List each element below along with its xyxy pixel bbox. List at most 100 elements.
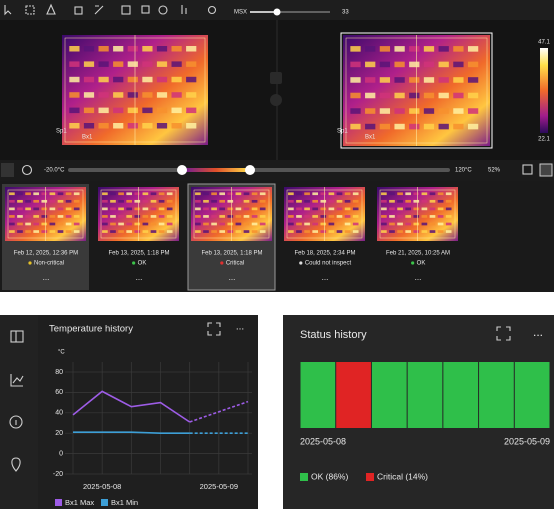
thermal-detail: [17, 207, 23, 211]
legend-swatch: [366, 473, 374, 481]
sidebar: [0, 315, 38, 509]
thermal-detail: [142, 230, 149, 233]
thermal-detail: [453, 77, 464, 83]
thumbnail-menu[interactable]: ...: [136, 273, 143, 282]
thermal-detail: [288, 207, 294, 211]
thermal-detail: [394, 46, 405, 52]
panel-menu[interactable]: ...: [236, 322, 244, 333]
range-track[interactable]: [68, 168, 450, 172]
thumbnail-menu[interactable]: ...: [415, 273, 422, 282]
thermal-detail: [397, 215, 403, 218]
sync-button[interactable]: [270, 72, 282, 84]
thermal-detail: [381, 222, 387, 226]
thumbnail-menu[interactable]: ...: [322, 273, 329, 282]
thermal-detail: [142, 199, 149, 203]
thermal-detail: [57, 207, 64, 211]
spot-label: Sp1: [337, 129, 348, 135]
status-cell: [336, 362, 371, 428]
thermal-detail: [235, 215, 242, 218]
grid-button[interactable]: [539, 163, 553, 177]
scale-max: 47.1: [538, 40, 550, 46]
thermal-detail: [83, 123, 95, 129]
sidebar-icons[interactable]: [9, 330, 24, 472]
thermal-detail: [251, 199, 258, 203]
thermal-detail: [413, 207, 420, 211]
thermal-detail: [235, 199, 242, 203]
status-cell: [443, 362, 479, 428]
thermal-detail: [394, 108, 405, 114]
toolbar-icons[interactable]: [4, 3, 217, 16]
fit-button[interactable]: [522, 164, 533, 175]
thermal-detail: [437, 207, 444, 211]
thumbnail[interactable]: Feb 13, 2025, 1:18 PM Critical...: [187, 183, 276, 291]
thermal-detail: [350, 46, 361, 52]
box-label: Bx1: [365, 135, 376, 141]
thermal-detail: [296, 192, 302, 196]
zoom-level[interactable]: 52%: [488, 168, 501, 174]
range-knob[interactable]: [245, 165, 255, 175]
thermal-detail: [352, 192, 359, 196]
thermal-detail: [328, 207, 335, 211]
thermal-detail: [33, 230, 40, 233]
thermal-detail: [98, 46, 109, 52]
thermal-detail: [102, 199, 108, 203]
thermal-detail: [251, 215, 258, 218]
status-cell: [300, 362, 336, 428]
thumbnail[interactable]: Feb 21, 2025, 10:25 AM OK...: [377, 187, 458, 282]
msx-knob[interactable]: [273, 8, 281, 16]
thermal-detail: [110, 222, 116, 226]
thumbnail-menu[interactable]: ...: [43, 273, 50, 282]
auto-button[interactable]: [21, 164, 33, 176]
thermal-detail: [389, 192, 395, 196]
panel-menu[interactable]: ...: [533, 325, 543, 339]
thermal-image-right[interactable]: [343, 35, 490, 146]
thermal-detail: [251, 230, 258, 233]
thermal-detail: [453, 108, 464, 114]
thermal-detail: [113, 61, 124, 67]
thermal-detail: [312, 192, 319, 196]
thermal-detail: [405, 192, 412, 196]
thermal-detail: [352, 207, 359, 211]
thermal-detail: [33, 199, 40, 203]
thermal-detail: [158, 192, 165, 196]
panel-title: Status history: [300, 329, 367, 341]
thermal-detail: [156, 61, 168, 67]
thermal-detail: [142, 192, 149, 196]
thermal-detail: [429, 222, 436, 226]
msx-value: 33: [342, 10, 349, 16]
thermal-detail: [381, 230, 387, 233]
thermal-detail: [453, 92, 464, 99]
thermal-detail: [110, 215, 116, 218]
expand-icons[interactable]: [207, 322, 511, 341]
thermal-detail: [102, 192, 108, 196]
color-scale: [540, 48, 548, 133]
thermal-detail: [467, 123, 479, 130]
thermal-detail: [429, 207, 436, 211]
thermal-detail: [394, 123, 405, 130]
thermal-detail: [158, 222, 165, 226]
thermal-detail: [17, 215, 23, 218]
thermal-detail: [312, 215, 319, 218]
thermal-detail: [203, 199, 209, 203]
thumbnail-menu[interactable]: ...: [229, 273, 236, 282]
thumbnail[interactable]: Feb 13, 2025, 1:18 PM OK...: [98, 187, 179, 282]
thermal-detail: [350, 77, 361, 83]
thumbnail[interactable]: Feb 12, 2025, 12:36 PM Non-critical...: [2, 184, 89, 290]
thermal-image-left[interactable]: [62, 35, 208, 145]
thermal-detail: [203, 192, 209, 196]
thermal-detail: [102, 207, 108, 211]
spot-label: Sp1: [56, 129, 67, 135]
thermal-detail: [211, 230, 217, 233]
view-toggle[interactable]: [1, 163, 14, 177]
thermal-detail: [142, 76, 153, 83]
thermal-detail: [445, 222, 452, 226]
thumbnail[interactable]: Feb 18, 2025, 2:34 PM Could not inspect..…: [284, 187, 365, 282]
link-button[interactable]: [270, 94, 282, 106]
thermal-detail: [41, 192, 48, 196]
range-knob[interactable]: [177, 165, 187, 175]
thermal-detail: [150, 199, 157, 203]
cabinet-frame: [193, 189, 270, 239]
thermal-detail: [57, 230, 64, 233]
thermal-detail: [186, 46, 197, 52]
status-dot: [299, 261, 303, 265]
